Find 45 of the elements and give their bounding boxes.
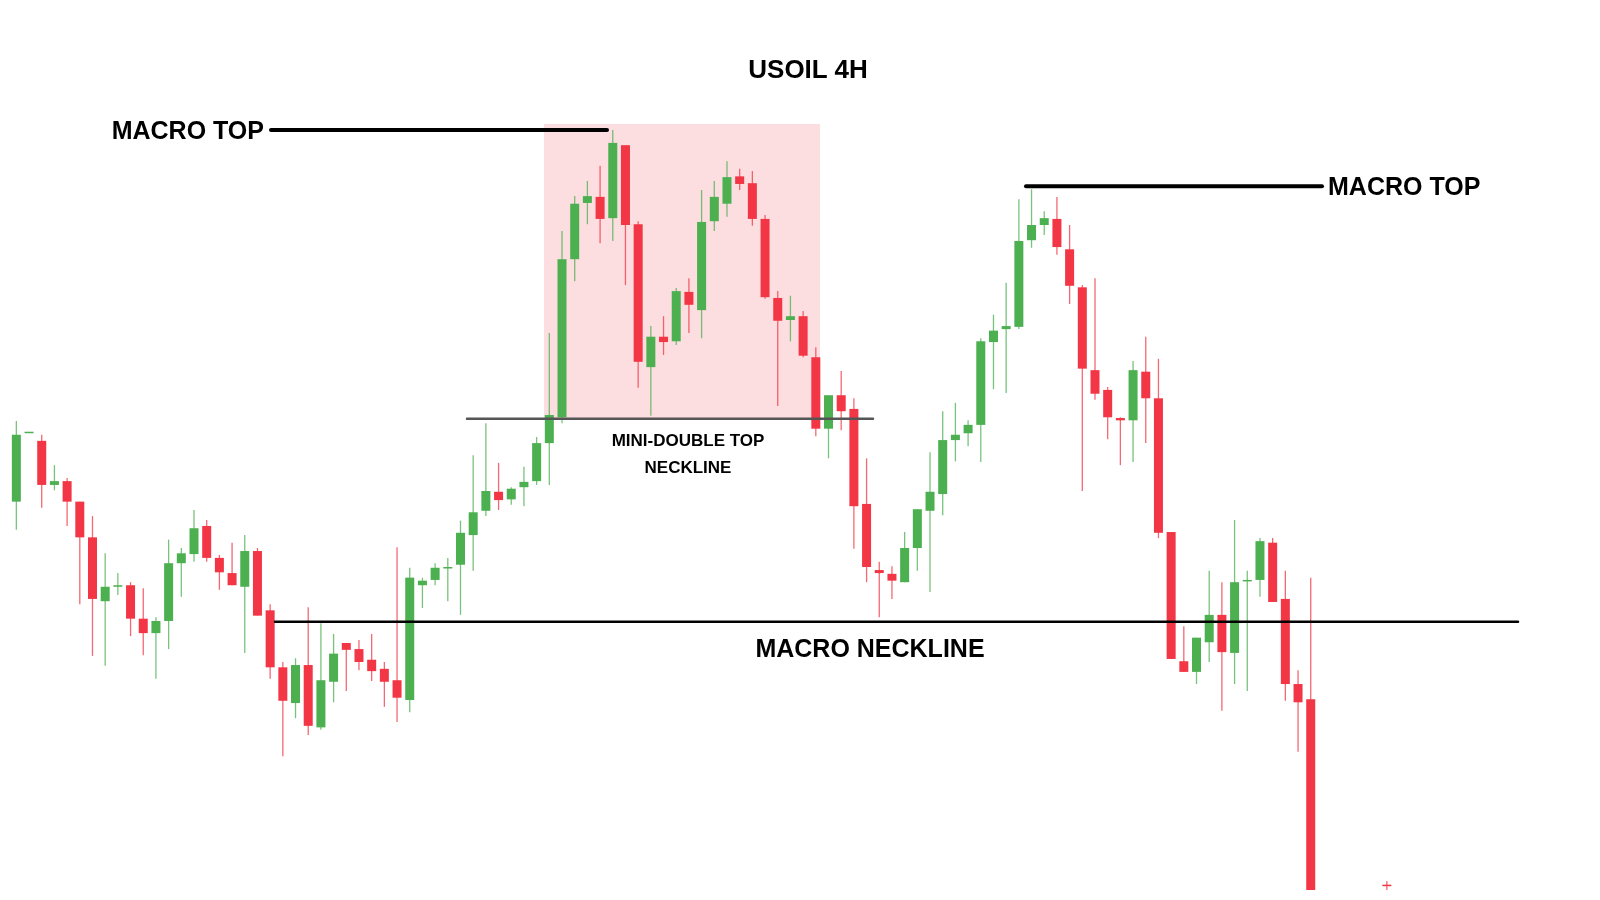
candlestick [659,315,669,356]
candlestick [773,290,783,407]
candlestick [684,277,694,334]
candlestick [379,661,389,708]
chart-title: USOIL 4H [748,54,868,84]
ref-line-label: MACRO TOP [1328,172,1481,201]
candlestick [367,633,377,682]
candlestick [925,451,935,593]
candlestick [227,542,237,586]
candlestick [138,587,148,656]
ref-line-label: MACRO NECKLINE [755,633,985,662]
candlestick [481,422,491,517]
candlestick [214,554,224,591]
candlestick [950,402,960,463]
candlestick [519,466,529,507]
candlestick [430,562,440,586]
candlestick [49,464,59,491]
candlestick [392,546,402,723]
candlestick [1293,669,1303,753]
candlestick [988,314,998,390]
candlestick [443,557,453,602]
candlestick [887,565,897,600]
candlestick [582,180,592,225]
candlestick [341,642,351,692]
candlestick [1179,625,1189,673]
candlestick [785,295,795,342]
candlestick [113,572,123,596]
candlestick [595,165,605,244]
candlestick [494,462,504,511]
candlestick [1039,210,1049,236]
candlestick [735,168,745,191]
ref-line-label: MINI-DOUBLE TOP NECKLINE [611,430,765,477]
candlestick [354,639,364,672]
candlestick [1027,188,1037,249]
candlestick [874,561,884,618]
ref-line-label: MACRO TOP [111,116,264,144]
candlestick [836,370,846,431]
candlestick [151,616,161,680]
candlestick [1001,282,1011,394]
candlestick [62,477,72,527]
candlestick [100,552,110,667]
candlestick [1090,277,1100,401]
candlestick [468,454,478,572]
candlestick [963,419,973,447]
candlestick [176,547,186,598]
